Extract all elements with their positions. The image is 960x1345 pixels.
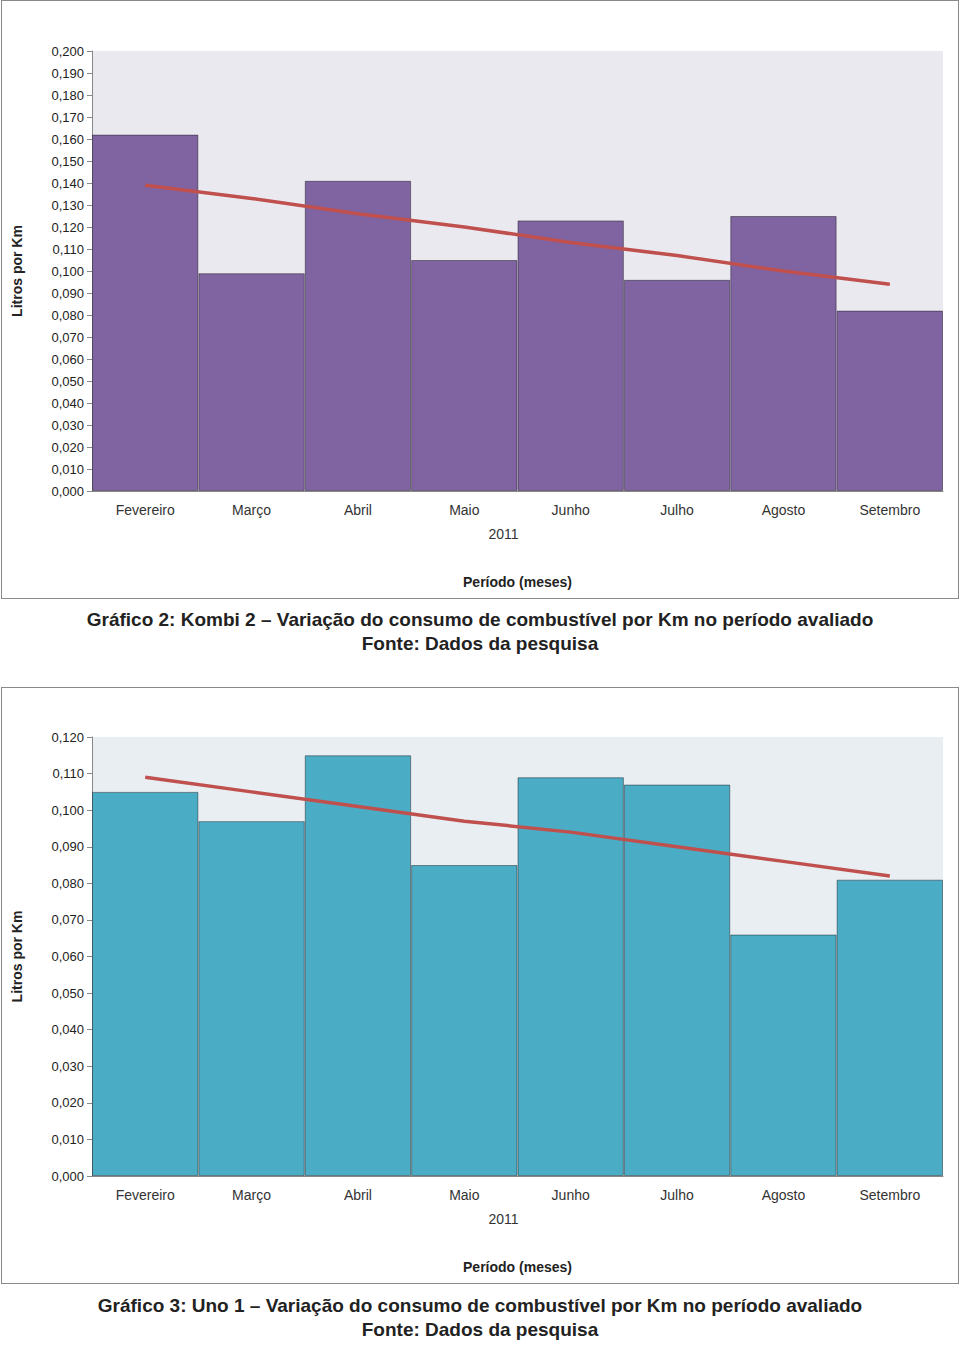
svg-text:Litros por Km: Litros por Km bbox=[9, 911, 25, 1003]
svg-text:0,000: 0,000 bbox=[51, 1169, 84, 1184]
svg-text:Setembro: Setembro bbox=[859, 1187, 920, 1203]
svg-text:Junho: Junho bbox=[552, 1187, 590, 1203]
svg-text:Agosto: Agosto bbox=[762, 1187, 806, 1203]
svg-text:Março: Março bbox=[232, 502, 271, 518]
svg-text:0,190: 0,190 bbox=[51, 66, 84, 81]
svg-text:0,040: 0,040 bbox=[51, 1022, 84, 1037]
svg-text:0,000: 0,000 bbox=[51, 484, 84, 499]
svg-text:0,080: 0,080 bbox=[51, 308, 84, 323]
svg-text:0,160: 0,160 bbox=[51, 132, 84, 147]
svg-text:Julho: Julho bbox=[660, 502, 694, 518]
svg-text:0,050: 0,050 bbox=[51, 986, 84, 1001]
svg-text:0,150: 0,150 bbox=[51, 154, 84, 169]
svg-text:0,100: 0,100 bbox=[51, 803, 84, 818]
svg-text:Maio: Maio bbox=[449, 1187, 480, 1203]
svg-text:0,110: 0,110 bbox=[52, 242, 84, 257]
html-text:Fonte: Dados da pesquisa: Fonte: Dados da pesquisa bbox=[361, 1319, 599, 1340]
svg-text:0,060: 0,060 bbox=[51, 949, 84, 964]
svg-text:0,050: 0,050 bbox=[51, 374, 84, 389]
svg-text:0,110: 0,110 bbox=[52, 766, 84, 781]
svg-text:0,070: 0,070 bbox=[51, 912, 84, 927]
html-text:Gráfico 2: Kombi 2 – Variação: Gráfico 2: Kombi 2 – Variação do consumo… bbox=[86, 609, 874, 630]
svg-text:0,100: 0,100 bbox=[51, 264, 84, 279]
svg-text:Período (meses): Período (meses) bbox=[463, 1259, 572, 1275]
svg-text:0,130: 0,130 bbox=[51, 198, 84, 213]
svg-text:0,200: 0,200 bbox=[51, 44, 84, 59]
svg-text:0,120: 0,120 bbox=[51, 220, 84, 235]
svg-text:0,180: 0,180 bbox=[51, 88, 84, 103]
svg-text:0,030: 0,030 bbox=[51, 1059, 84, 1074]
svg-text:0,040: 0,040 bbox=[51, 396, 84, 411]
svg-text:Fevereiro: Fevereiro bbox=[116, 502, 175, 518]
svg-text:0,120: 0,120 bbox=[51, 730, 84, 745]
svg-text:0,010: 0,010 bbox=[51, 462, 84, 477]
svg-text:0,080: 0,080 bbox=[51, 876, 84, 891]
svg-text:0,030: 0,030 bbox=[51, 418, 84, 433]
svg-text:0,010: 0,010 bbox=[51, 1132, 84, 1147]
svg-text:0,020: 0,020 bbox=[51, 440, 84, 455]
svg-text:Agosto: Agosto bbox=[762, 502, 806, 518]
svg-text:Junho: Junho bbox=[552, 502, 590, 518]
svg-text:0,140: 0,140 bbox=[51, 176, 84, 191]
svg-text:0,060: 0,060 bbox=[51, 352, 84, 367]
html-text:Gráfico 3: Uno 1 – Variação do: Gráfico 3: Uno 1 – Variação do consumo d… bbox=[97, 1295, 863, 1316]
svg-text:2011: 2011 bbox=[489, 1211, 519, 1227]
svg-text:2011: 2011 bbox=[489, 526, 519, 542]
svg-text:Abril: Abril bbox=[344, 502, 372, 518]
svg-text:Março: Março bbox=[232, 1187, 271, 1203]
svg-text:Abril: Abril bbox=[344, 1187, 372, 1203]
svg-text:0,090: 0,090 bbox=[51, 839, 84, 854]
html-text:Fonte: Dados da pesquisa: Fonte: Dados da pesquisa bbox=[361, 633, 599, 654]
svg-text:0,070: 0,070 bbox=[51, 330, 84, 345]
svg-text:Fevereiro: Fevereiro bbox=[116, 1187, 175, 1203]
svg-text:0,090: 0,090 bbox=[51, 286, 84, 301]
svg-text:Setembro: Setembro bbox=[859, 502, 920, 518]
svg-text:Julho: Julho bbox=[660, 1187, 694, 1203]
svg-text:Litros por Km: Litros por Km bbox=[9, 225, 25, 317]
svg-text:0,170: 0,170 bbox=[51, 110, 84, 125]
svg-text:0,020: 0,020 bbox=[51, 1095, 84, 1110]
svg-text:Maio: Maio bbox=[449, 502, 480, 518]
svg-text:Período (meses): Período (meses) bbox=[463, 574, 572, 590]
